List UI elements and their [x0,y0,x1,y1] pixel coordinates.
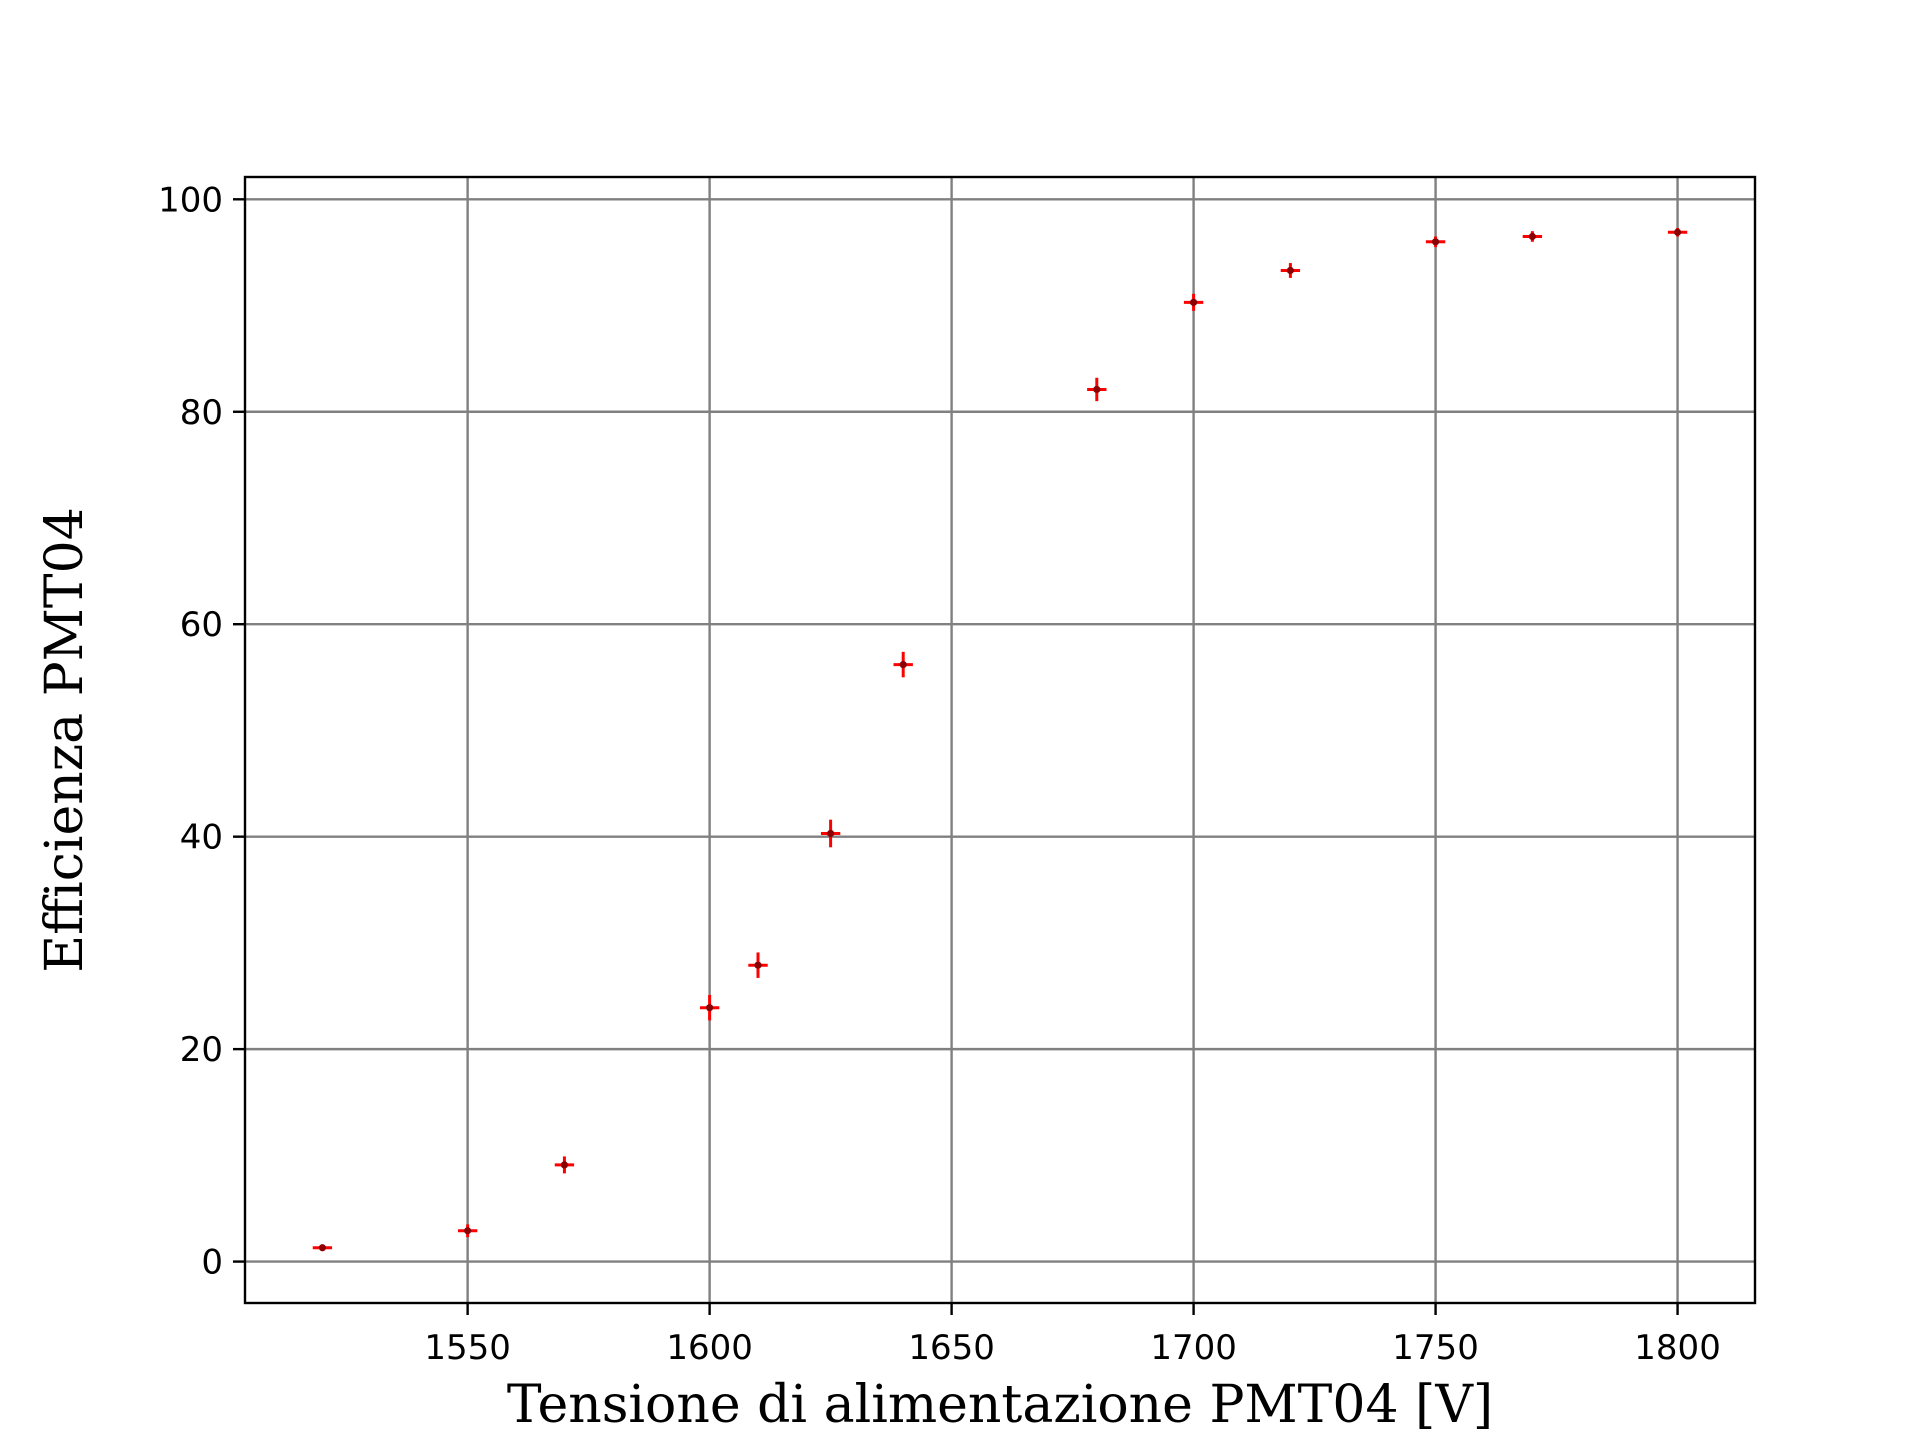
point-marker [899,660,907,669]
y-tick-label: 80 [180,393,223,433]
data-points [312,227,1688,1252]
x-tick-label: 1650 [908,1328,995,1368]
y-tick-label: 20 [180,1030,223,1070]
data-point [748,952,768,978]
y-tick-label: 40 [180,818,223,858]
x-axis-title: Tensione di alimentazione PMT04 [V] [507,1375,1493,1435]
data-point [1183,293,1204,311]
point-marker [827,829,835,838]
point-marker [464,1227,472,1235]
x-tick-label: 1600 [666,1328,753,1368]
point-marker [706,1004,714,1012]
x-tick-label: 1800 [1634,1328,1721,1368]
data-point [820,819,841,848]
axis-ticks: 1550 1600 1650 1700 1750 1800 0 20 40 60 80 100 [158,180,1721,1368]
x-tick-label: 1550 [424,1328,511,1368]
point-marker [560,1161,569,1169]
data-point [1425,236,1446,248]
data-point [1280,263,1301,278]
point-marker [318,1244,327,1252]
data-point [457,1224,478,1238]
data-point [1087,377,1107,402]
point-marker [1286,266,1294,275]
plot-frame [243,175,1757,1305]
y-tick-label: 100 [158,180,223,220]
y-tick-label: 60 [180,605,223,645]
y-tick-label: 0 [201,1243,223,1283]
point-marker [1093,385,1101,394]
point-marker [754,961,762,969]
y-axis-title: Efficienza PMT04 [35,507,95,973]
data-point [699,994,720,1021]
data-point [1667,227,1688,237]
x-tick-label: 1700 [1150,1328,1237,1368]
point-marker [1189,298,1198,306]
point-marker [1673,228,1682,236]
data-point [312,1244,333,1252]
data-point [554,1156,575,1174]
point-marker [1431,238,1440,246]
point-marker [1528,232,1536,241]
grid-lines [245,177,1755,1303]
x-tick-label: 1750 [1392,1328,1479,1368]
data-point [1522,231,1543,242]
data-point [893,651,913,678]
